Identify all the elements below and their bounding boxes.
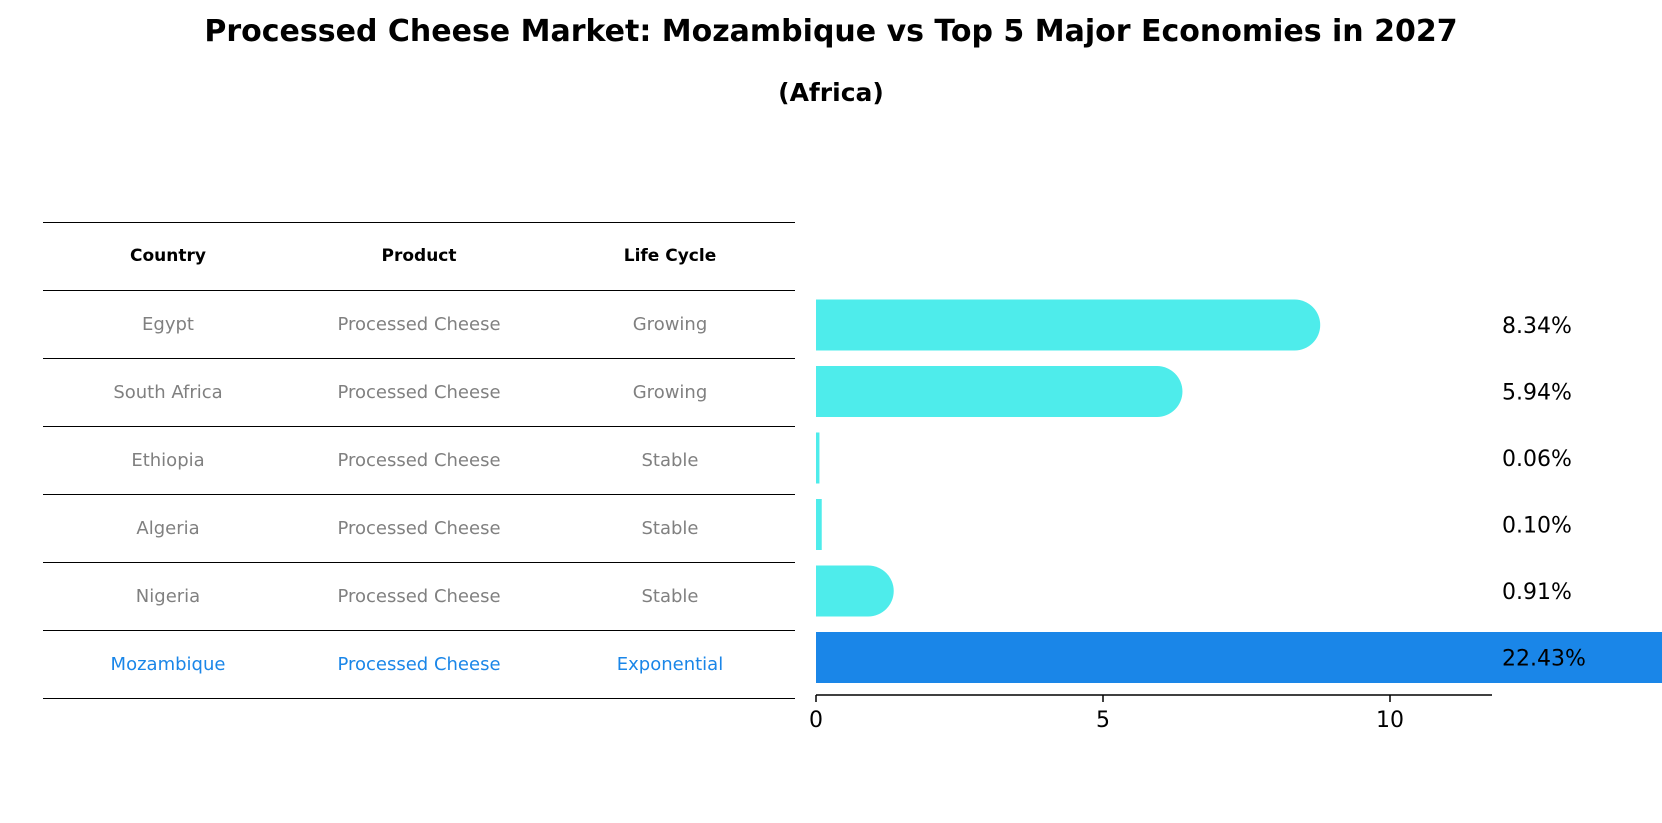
value-label-south-africa: 5.94% — [1502, 381, 1572, 406]
table-row: Egypt Processed Cheese Growing — [43, 290, 795, 358]
life-cycle-cell: Growing — [632, 314, 708, 335]
bar-mozambique — [816, 632, 1662, 683]
country-cell: Mozambique — [110, 654, 226, 675]
x-tick-label: 0 — [809, 708, 823, 733]
table-row: Nigeria Processed Cheese Stable — [43, 562, 795, 630]
product-cell: Processed Cheese — [337, 586, 501, 607]
table-row-highlight: Mozambique Processed Cheese Exponential — [43, 630, 795, 699]
country-cell: South Africa — [113, 382, 223, 403]
value-label-nigeria: 0.91% — [1502, 580, 1572, 605]
bar-nigeria — [816, 565, 894, 617]
x-tick-label: 5 — [1096, 708, 1110, 733]
table-row: South Africa Processed Cheese Growing — [43, 358, 795, 426]
product-cell: Processed Cheese — [337, 314, 501, 335]
life-cycle-cell: Stable — [641, 586, 699, 607]
bar-egypt — [816, 299, 1321, 351]
header-country: Country — [130, 246, 206, 266]
life-cycle-cell: Stable — [641, 450, 699, 471]
x-tick-label: 10 — [1376, 708, 1404, 733]
product-cell: Processed Cheese — [337, 654, 501, 675]
life-cycle-cell: Stable — [641, 518, 699, 539]
product-cell: Processed Cheese — [337, 382, 501, 403]
value-label-ethiopia: 0.06% — [1502, 447, 1572, 472]
country-cell: Nigeria — [135, 586, 201, 607]
table-row: Algeria Processed Cheese Stable — [43, 494, 795, 562]
table-row: Ethiopia Processed Cheese Stable — [43, 426, 795, 494]
product-cell: Processed Cheese — [337, 518, 501, 539]
chart-subtitle: (Africa) — [778, 78, 884, 107]
value-label-egypt: 8.34% — [1502, 314, 1572, 339]
life-cycle-cell: Exponential — [616, 654, 724, 675]
country-cell: Ethiopia — [131, 450, 205, 471]
value-label-mozambique: 22.43% — [1502, 647, 1586, 672]
header-life-cycle: Life Cycle — [623, 246, 717, 266]
table-header-row: Country Product Life Cycle — [43, 222, 795, 290]
bar-ethiopia — [816, 432, 820, 484]
chart-title: Processed Cheese Market: Mozambique vs T… — [204, 14, 1458, 49]
life-cycle-cell: Growing — [632, 382, 708, 403]
bar-south-africa — [816, 366, 1183, 417]
bar-algeria — [816, 499, 822, 550]
product-cell: Processed Cheese — [337, 450, 501, 471]
country-cell: Egypt — [142, 314, 194, 335]
header-product: Product — [381, 246, 457, 266]
value-label-algeria: 0.10% — [1502, 514, 1572, 539]
data-table: Country Product Life Cycle Egypt Process… — [43, 222, 795, 699]
country-cell: Algeria — [136, 518, 200, 539]
